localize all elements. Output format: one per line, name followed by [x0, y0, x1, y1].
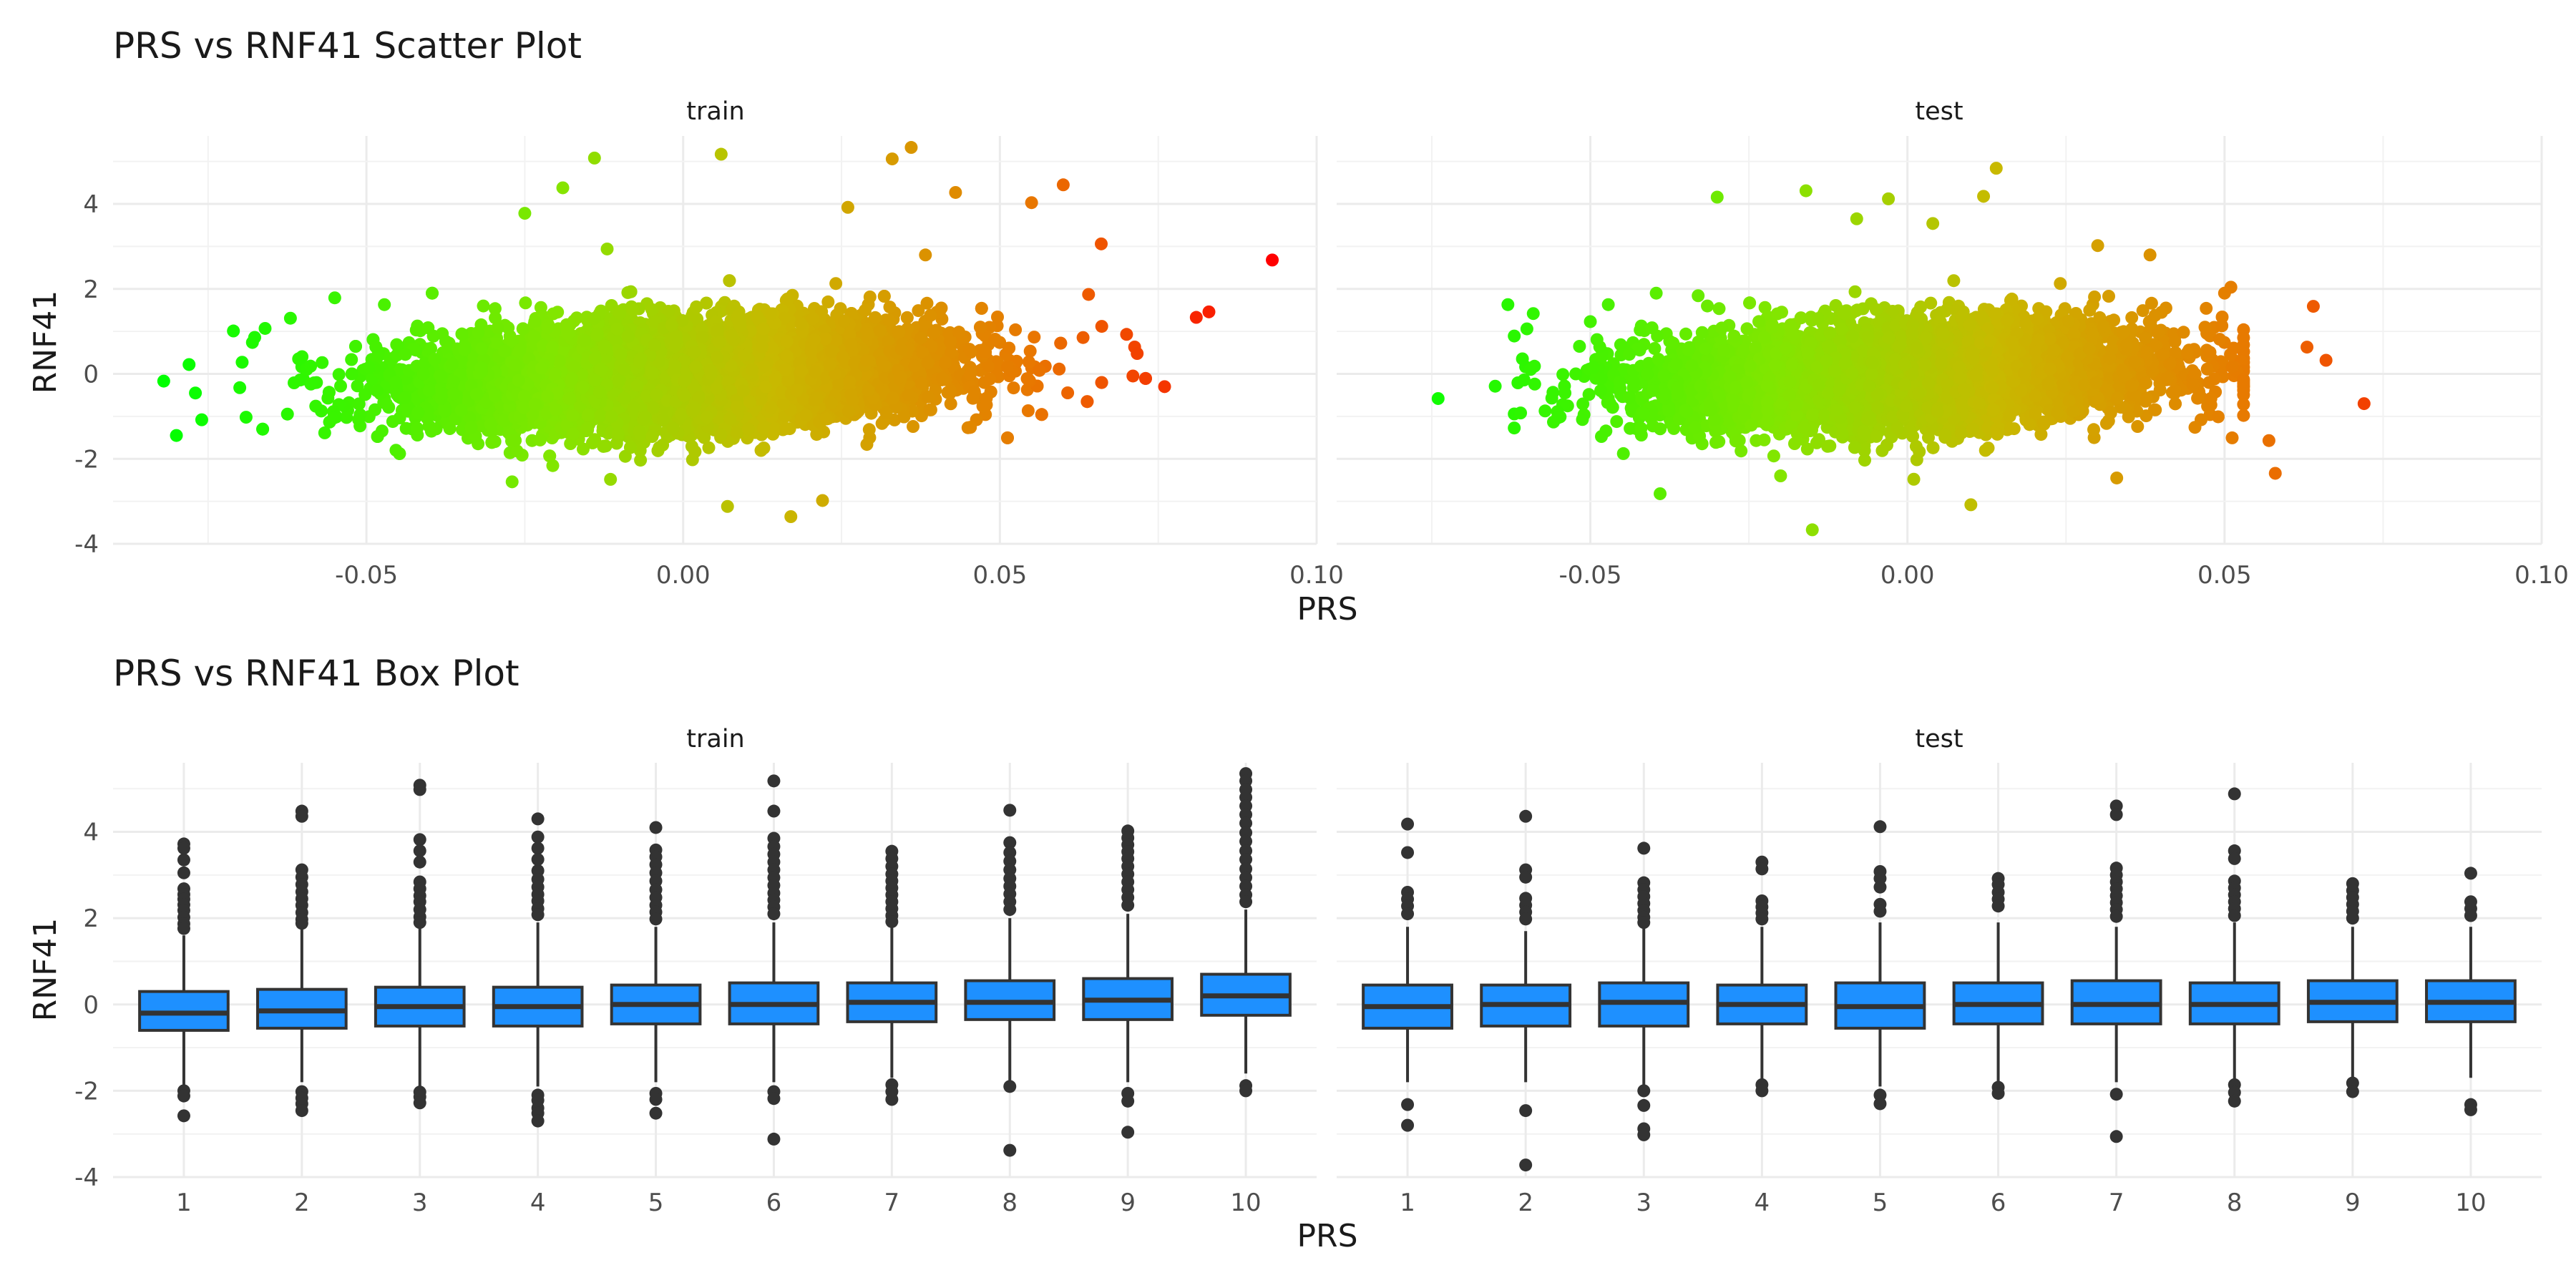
y-tick-label: -4	[74, 530, 99, 559]
scatter-title: PRS vs RNF41 Scatter Plot	[113, 25, 582, 67]
scatter-point	[316, 356, 329, 369]
scatter-facet-label-test: test	[1915, 97, 1963, 126]
scatter-point	[821, 295, 835, 308]
scatter-point	[345, 353, 358, 366]
scatter-points	[157, 141, 1279, 523]
scatter-point	[340, 411, 353, 424]
scatter-point	[1076, 331, 1090, 344]
scatter-point	[233, 381, 247, 394]
scatter-point	[1009, 323, 1023, 336]
scatter-facet-label-train: train	[686, 97, 744, 126]
scatter-point	[318, 426, 331, 439]
scatter-point	[546, 459, 560, 472]
scatter-point	[489, 311, 502, 325]
scatter-point	[882, 313, 896, 327]
scatter-point	[369, 403, 381, 416]
scatter-point	[334, 379, 347, 393]
scatter-point	[883, 301, 897, 314]
y-tick-label: 2	[83, 275, 99, 304]
scatter-point	[519, 296, 532, 310]
scatter-point	[235, 356, 249, 369]
x-tick-label: 0.10	[1289, 561, 1344, 590]
scatter-point	[1021, 404, 1035, 417]
scatter-y-axis-label: RNF41	[27, 291, 64, 394]
scatter-point	[1131, 347, 1144, 360]
scatter-point	[488, 302, 502, 316]
scatter-point	[991, 311, 1004, 323]
x-tick-label: 0.05	[973, 561, 1028, 590]
scatter-point	[829, 277, 843, 291]
y-tick-label: -2	[74, 445, 99, 474]
y-tick-label: 0	[83, 361, 99, 389]
x-tick-label: 0.00	[656, 561, 711, 590]
scatter-point	[907, 420, 919, 433]
scatter-point	[1053, 362, 1066, 376]
scatter-point	[604, 472, 618, 486]
scatter-panel-train: -0.05 0.00 0.05 0.10 -4 -2 0 2 4	[74, 136, 1344, 590]
scatter-point	[1007, 381, 1020, 395]
scatter-x-axis-label: PRS	[1297, 591, 1357, 628]
y-tick-label: 4	[83, 190, 99, 219]
x-tick-label: -0.05	[335, 561, 398, 590]
